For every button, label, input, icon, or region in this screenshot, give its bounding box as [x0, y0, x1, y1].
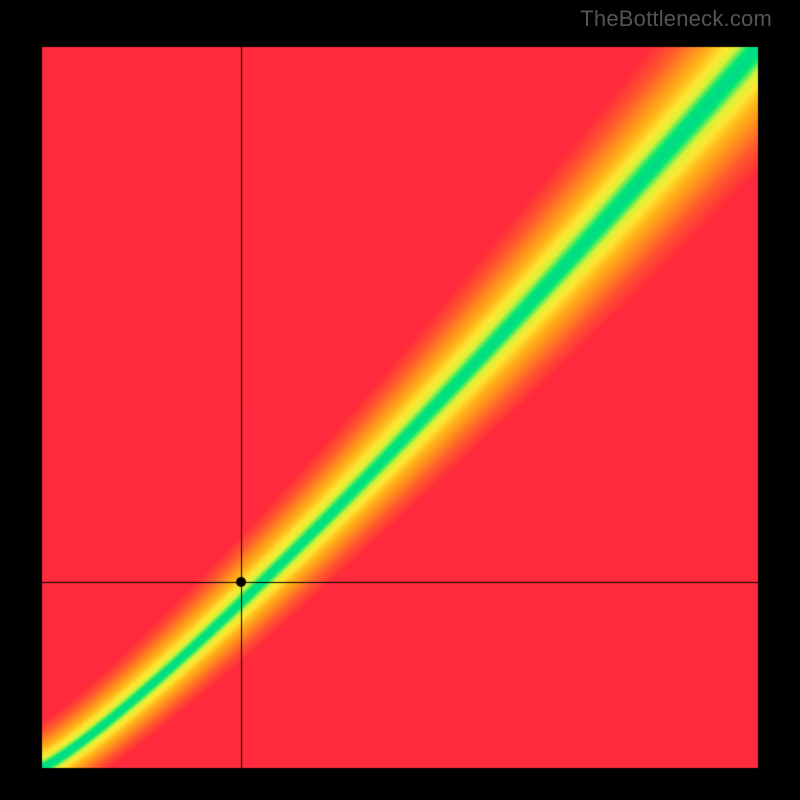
chart-container: TheBottleneck.com	[0, 0, 800, 800]
watermark-text: TheBottleneck.com	[580, 6, 772, 32]
heatmap-canvas	[0, 0, 800, 800]
